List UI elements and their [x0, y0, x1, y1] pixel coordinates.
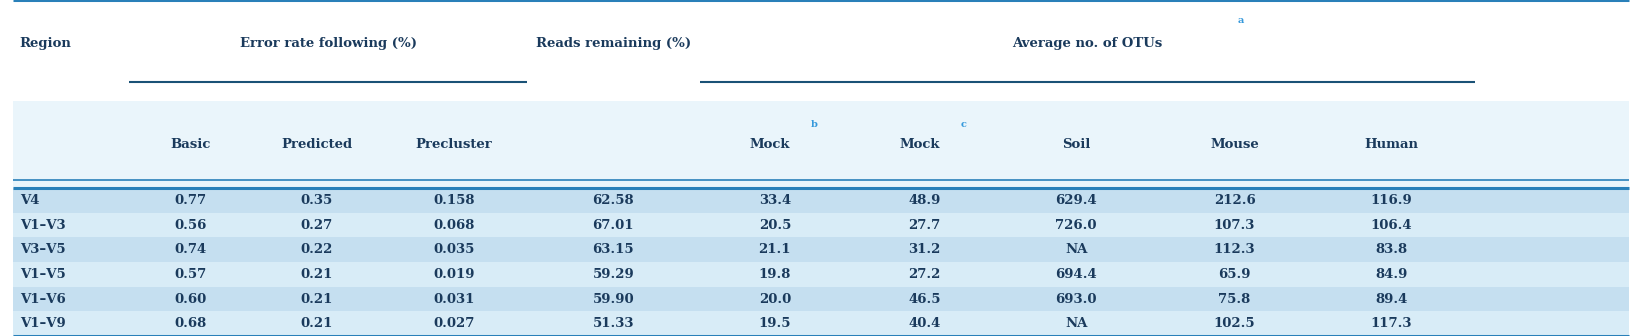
- Text: 106.4: 106.4: [1371, 219, 1412, 232]
- Text: V1–V6: V1–V6: [20, 293, 65, 305]
- Text: 0.158: 0.158: [434, 194, 475, 207]
- Text: 0.77: 0.77: [175, 194, 207, 207]
- Text: NA: NA: [1066, 243, 1087, 256]
- Text: 0.027: 0.027: [434, 317, 475, 330]
- Text: 0.56: 0.56: [175, 219, 207, 232]
- Text: 46.5: 46.5: [907, 293, 940, 305]
- Text: 0.74: 0.74: [175, 243, 207, 256]
- Text: 27.7: 27.7: [907, 219, 940, 232]
- Text: V1–V5: V1–V5: [20, 268, 65, 281]
- Text: NA: NA: [1066, 317, 1087, 330]
- Text: 0.21: 0.21: [300, 293, 333, 305]
- Bar: [13, 188, 1629, 213]
- Text: 83.8: 83.8: [1376, 243, 1407, 256]
- Bar: [13, 287, 1629, 311]
- Text: Mock: Mock: [749, 138, 790, 151]
- Bar: [13, 238, 1629, 262]
- Text: 116.9: 116.9: [1371, 194, 1412, 207]
- Text: 212.6: 212.6: [1214, 194, 1255, 207]
- Text: 0.019: 0.019: [434, 268, 475, 281]
- Text: 21.1: 21.1: [759, 243, 792, 256]
- Text: 117.3: 117.3: [1371, 317, 1412, 330]
- Text: 629.4: 629.4: [1056, 194, 1097, 207]
- Text: 107.3: 107.3: [1214, 219, 1255, 232]
- Text: Basic: Basic: [171, 138, 211, 151]
- Text: 0.031: 0.031: [434, 293, 475, 305]
- Text: 20.5: 20.5: [759, 219, 792, 232]
- Text: 19.8: 19.8: [759, 268, 792, 281]
- Text: 694.4: 694.4: [1056, 268, 1097, 281]
- Text: 40.4: 40.4: [907, 317, 940, 330]
- Text: 0.27: 0.27: [300, 219, 333, 232]
- Text: 726.0: 726.0: [1056, 219, 1097, 232]
- Bar: [13, 101, 1629, 188]
- Text: Reads remaining (%): Reads remaining (%): [535, 37, 690, 50]
- Text: Soil: Soil: [1062, 138, 1090, 151]
- Text: c: c: [960, 120, 966, 129]
- Text: Human: Human: [1364, 138, 1418, 151]
- Text: 102.5: 102.5: [1214, 317, 1255, 330]
- Text: Mouse: Mouse: [1211, 138, 1258, 151]
- Text: 84.9: 84.9: [1376, 268, 1407, 281]
- Text: 33.4: 33.4: [759, 194, 792, 207]
- Text: 20.0: 20.0: [759, 293, 792, 305]
- Text: Mock: Mock: [899, 138, 940, 151]
- Text: Average no. of OTUs: Average no. of OTUs: [1012, 37, 1162, 50]
- Text: 75.8: 75.8: [1219, 293, 1250, 305]
- Text: 27.2: 27.2: [907, 268, 940, 281]
- Text: V1–V3: V1–V3: [20, 219, 65, 232]
- Text: 31.2: 31.2: [907, 243, 940, 256]
- Text: Error rate following (%): Error rate following (%): [240, 37, 416, 50]
- Text: Region: Region: [20, 37, 72, 50]
- Text: 19.5: 19.5: [759, 317, 792, 330]
- Text: 62.58: 62.58: [592, 194, 635, 207]
- Bar: [13, 262, 1629, 287]
- Text: 0.60: 0.60: [175, 293, 207, 305]
- Text: V4: V4: [20, 194, 39, 207]
- Text: b: b: [811, 120, 818, 129]
- Text: V1–V9: V1–V9: [20, 317, 65, 330]
- Text: Predicted: Predicted: [281, 138, 353, 151]
- Text: 67.01: 67.01: [592, 219, 633, 232]
- Text: 112.3: 112.3: [1214, 243, 1255, 256]
- Text: V3–V5: V3–V5: [20, 243, 65, 256]
- Text: 0.068: 0.068: [434, 219, 475, 232]
- Text: 0.35: 0.35: [300, 194, 333, 207]
- Text: 0.035: 0.035: [434, 243, 475, 256]
- Text: 59.29: 59.29: [592, 268, 635, 281]
- Text: 693.0: 693.0: [1056, 293, 1097, 305]
- Text: 0.68: 0.68: [175, 317, 207, 330]
- Text: Precluster: Precluster: [416, 138, 493, 151]
- Text: 0.57: 0.57: [175, 268, 207, 281]
- Text: 0.21: 0.21: [300, 317, 333, 330]
- Text: 63.15: 63.15: [592, 243, 635, 256]
- Text: 65.9: 65.9: [1217, 268, 1250, 281]
- Bar: [13, 213, 1629, 238]
- Bar: [13, 311, 1629, 336]
- Text: 89.4: 89.4: [1376, 293, 1407, 305]
- Text: 0.22: 0.22: [300, 243, 333, 256]
- Text: 48.9: 48.9: [907, 194, 940, 207]
- Text: 0.21: 0.21: [300, 268, 333, 281]
- Text: 59.90: 59.90: [592, 293, 635, 305]
- Text: a: a: [1237, 16, 1244, 25]
- Text: 51.33: 51.33: [592, 317, 633, 330]
